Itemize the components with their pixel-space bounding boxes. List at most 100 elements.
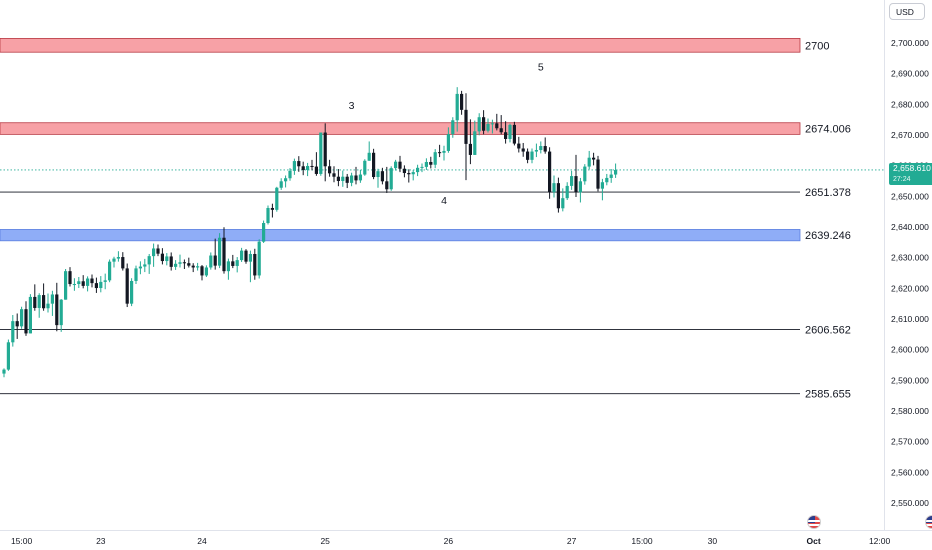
candle-body xyxy=(385,181,389,190)
currency-button[interactable]: USD xyxy=(889,3,925,20)
candle xyxy=(508,123,512,143)
us-flag-icon[interactable] xyxy=(806,515,821,529)
candle-body xyxy=(539,146,543,151)
candle-body xyxy=(363,160,367,175)
candle xyxy=(578,177,582,203)
level-label: 2651.378 xyxy=(805,187,851,199)
candle-body xyxy=(328,166,332,174)
candle-body xyxy=(442,150,446,153)
time-tick-label: Oct xyxy=(807,536,821,546)
candle-body xyxy=(240,250,244,261)
candle xyxy=(160,248,164,265)
candle-body xyxy=(446,134,450,151)
candle xyxy=(248,250,252,283)
candle-body xyxy=(270,207,274,210)
candles-layer xyxy=(2,87,618,378)
candle-body xyxy=(543,146,547,152)
candle xyxy=(345,173,349,189)
candle xyxy=(319,132,323,176)
candle-body xyxy=(332,173,336,177)
candle-body xyxy=(420,166,424,168)
candle-body xyxy=(407,173,411,175)
candle xyxy=(411,169,415,181)
time-tick-label: 27 xyxy=(567,536,577,546)
candle-body xyxy=(231,261,235,266)
candle xyxy=(323,123,327,182)
candle-body xyxy=(504,132,508,139)
candle xyxy=(565,182,569,201)
candle-body xyxy=(42,295,46,309)
us-flag-icon[interactable] xyxy=(925,515,932,529)
candle-body xyxy=(72,284,76,286)
time-tick-label: 26 xyxy=(444,536,454,546)
candle-body xyxy=(147,256,151,265)
candle-body xyxy=(556,183,560,209)
support-zone xyxy=(0,229,801,242)
candle xyxy=(284,175,288,188)
price-tick-label: 2,630.000 xyxy=(891,253,929,263)
candle-body xyxy=(55,294,59,326)
candle xyxy=(77,276,81,289)
candle-body xyxy=(125,268,129,304)
candle-body xyxy=(279,181,283,188)
candle-body xyxy=(248,253,252,262)
candle-body xyxy=(464,109,468,144)
zone-label: 2700 xyxy=(805,40,829,52)
candle xyxy=(468,119,472,165)
candle xyxy=(367,141,371,161)
candle-body xyxy=(345,176,349,183)
candle xyxy=(363,159,367,176)
candle-body xyxy=(174,263,178,267)
candle-body xyxy=(130,280,134,304)
candle-body xyxy=(323,132,327,167)
price-tick-label: 2,620.000 xyxy=(891,283,929,293)
candle xyxy=(306,162,310,177)
candle-body xyxy=(319,132,323,174)
candle xyxy=(438,144,442,158)
price-tick-label: 2,590.000 xyxy=(891,375,929,385)
time-tick-label: 12:00 xyxy=(869,536,891,546)
candle xyxy=(6,339,10,371)
candle-body xyxy=(11,321,15,343)
candle-body xyxy=(600,182,604,189)
price-axis[interactable]: 2,700.0002,690.0002,680.0002,670.0002,66… xyxy=(884,0,930,530)
candle-body xyxy=(306,165,310,170)
candle xyxy=(499,115,503,135)
candle-body xyxy=(433,152,437,165)
candle-body xyxy=(596,159,600,189)
candle-body xyxy=(561,198,565,209)
candle xyxy=(182,259,186,270)
candle-body xyxy=(262,223,266,242)
candle-body xyxy=(266,207,270,224)
candle-body xyxy=(565,185,569,199)
candle xyxy=(11,315,15,347)
candle xyxy=(143,258,147,273)
candle-body xyxy=(152,248,156,257)
candle xyxy=(442,145,446,161)
candle xyxy=(614,163,618,178)
candle-body xyxy=(108,261,112,281)
candle xyxy=(112,256,116,268)
candle-body xyxy=(37,295,41,308)
candle-body xyxy=(310,165,314,167)
candle-body xyxy=(204,267,208,276)
candle-body xyxy=(605,177,609,183)
time-tick-label: 23 xyxy=(96,536,106,546)
candle-body xyxy=(169,256,173,267)
time-tick-label: 15:00 xyxy=(631,536,653,546)
time-tick-label: 25 xyxy=(320,536,330,546)
candle-body xyxy=(451,120,455,135)
candle xyxy=(90,274,94,288)
candle xyxy=(59,299,63,332)
candle xyxy=(134,265,138,285)
candle-body xyxy=(482,117,486,131)
candle-body xyxy=(499,128,503,133)
candle-body xyxy=(143,264,147,267)
candle-body xyxy=(350,175,354,183)
candle xyxy=(15,313,19,339)
candle xyxy=(196,262,200,271)
candle-body xyxy=(182,262,186,264)
price-tick-label: 2,690.000 xyxy=(891,69,929,79)
